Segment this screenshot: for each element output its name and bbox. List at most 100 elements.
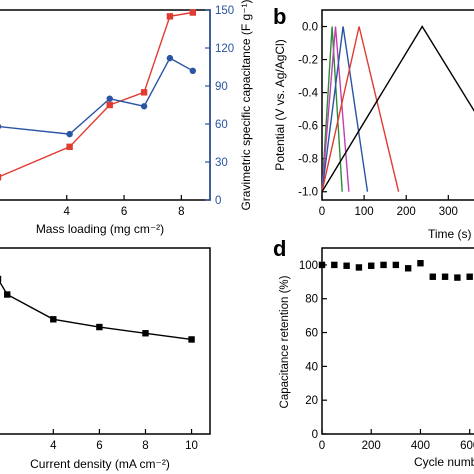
panel-c: 4 6 8 10 Current density (mA cm⁻²) — [0, 247, 211, 471]
b-xticks-label-1: 100 — [355, 206, 374, 218]
b-series-line-3 — [321, 26, 400, 192]
b-series-line-0 — [321, 26, 343, 192]
panel-a-series — [0, 9, 197, 181]
panel-b-y-ticks: -1.0 -0.8 -0.6 -0.4 -0.2 0.0 — [298, 22, 327, 199]
d-series-point-0-3 — [355, 264, 363, 271]
d-series-point-0-6 — [392, 261, 400, 269]
d-series-point-0-11 — [454, 274, 461, 281]
a-series-point-0-2 — [106, 101, 113, 109]
panel-b-y-axis-label: Potential (V vs. Ag/AgCl) — [273, 39, 287, 170]
c-series-point-0-3 — [96, 323, 103, 331]
a-y2ticks-label-5: 150 — [215, 5, 234, 17]
a-series-point-1-0 — [0, 124, 2, 130]
b-series-line-4 — [321, 25, 474, 193]
panel-d-label: d — [273, 236, 286, 261]
a-xticks-label-2: 8 — [178, 206, 184, 218]
b-xticks-label-3: 300 — [439, 206, 458, 218]
b-yticks-label-0: -1.0 — [298, 187, 318, 199]
panel-c-x-axis-label: Current density (mA cm⁻²) — [30, 457, 170, 471]
d-series-point-0-2 — [343, 262, 350, 269]
a-y2ticks-label-0: 0 — [215, 195, 221, 207]
a-y2ticks-label-1: 30 — [215, 157, 228, 169]
panel-a-y2-axis-label: Gravimetric specific capacitance (F g⁻¹) — [239, 0, 253, 211]
d-series-point-0-12 — [466, 273, 473, 280]
c-xticks-label-1: 6 — [96, 440, 102, 452]
d-xticks-label-1: 200 — [362, 440, 381, 452]
d-series-point-0-10 — [441, 273, 449, 280]
c-series-point-0-0 — [0, 275, 2, 283]
d-yticks-label-1: 20 — [305, 395, 318, 407]
panel-a-x-ticks: 4 6 8 — [64, 195, 185, 218]
a-series-point-0-5 — [189, 9, 197, 16]
b-yticks-label-5: 0.0 — [302, 22, 318, 34]
a-series-point-0-1 — [66, 143, 73, 150]
b-yticks-label-3: -0.4 — [298, 88, 318, 100]
a-series-point-1-4 — [166, 54, 174, 62]
d-xticks-label-2: 400 — [411, 440, 430, 452]
b-yticks-label-1: -0.8 — [298, 154, 318, 166]
d-xticks-label-3: 600 — [460, 440, 474, 452]
c-xticks-label-3: 10 — [185, 440, 198, 452]
c-xticks-label-0: 4 — [50, 440, 57, 452]
panel-b-plot-frame — [321, 9, 474, 201]
panel-b-series — [321, 25, 474, 193]
d-yticks-label-5: 100 — [299, 260, 318, 272]
d-series-point-0-8 — [417, 260, 424, 267]
panel-b: b 0 100 200 300 -1.0 -0.8 -0.6 -0.4 -0.2 0.0 Tim… — [273, 4, 474, 241]
panel-b-x-axis-label: Time (s) — [428, 227, 472, 241]
panel-c-series — [0, 275, 195, 343]
d-series-point-0-7 — [404, 265, 412, 272]
d-series-point-0-5 — [380, 261, 387, 269]
d-series-point-0-9 — [429, 273, 436, 280]
c-series-point-0-4 — [142, 330, 149, 337]
panel-b-x-ticks: 0 100 200 300 — [319, 195, 458, 218]
panel-b-label: b — [273, 4, 286, 29]
a-series-point-1-2 — [106, 95, 113, 102]
panel-d: d 0 200 400 600 0 20 40 60 80 100 Cycle numb Cap… — [273, 236, 474, 469]
a-series-point-1-5 — [189, 67, 197, 75]
d-yticks-label-0: 0 — [312, 429, 318, 441]
b-xticks-label-0: 0 — [319, 206, 325, 218]
c-series-point-0-5 — [188, 336, 195, 343]
a-y2ticks-label-3: 90 — [215, 81, 228, 93]
d-yticks-label-4: 80 — [305, 294, 318, 306]
a-series-point-0-0 — [0, 174, 2, 181]
d-yticks-label-3: 60 — [305, 328, 318, 340]
panel-d-x-ticks: 0 200 400 600 — [319, 429, 474, 452]
panel-d-x-axis-label: Cycle numb — [414, 455, 474, 469]
panel-d-plot-frame — [321, 247, 474, 435]
panel-a-y2-ticks: 0 30 60 90 120 150 — [205, 5, 234, 207]
b-xticks-label-2: 200 — [397, 206, 416, 218]
panel-c-plot-frame — [0, 247, 211, 435]
c-series-point-0-1 — [4, 291, 11, 298]
a-xticks-label-0: 4 — [64, 206, 71, 218]
panel-a-plot-frame — [0, 9, 211, 201]
a-xticks-label-1: 6 — [121, 206, 127, 218]
a-series-point-0-3 — [140, 89, 148, 96]
panel-d-y-axis-label: Capacitance retention (%) — [279, 275, 291, 408]
d-yticks-label-2: 40 — [305, 361, 318, 373]
a-series-point-1-3 — [140, 103, 148, 110]
a-series-point-0-4 — [166, 13, 174, 20]
a-y2ticks-label-4: 120 — [215, 43, 234, 55]
a-series-point-1-1 — [66, 130, 73, 138]
d-xticks-label-0: 0 — [319, 440, 325, 452]
panel-a-x-axis-label: Mass loading (mg cm⁻²) — [36, 222, 164, 236]
c-series-point-0-2 — [50, 316, 57, 323]
panel-c-x-ticks: 4 6 8 10 — [50, 429, 198, 452]
panel-a: 4 6 8 0 30 60 90 120 150 Mass loading (mg cm⁻²)… — [0, 0, 253, 236]
d-series-point-0-4 — [368, 262, 375, 269]
c-xticks-label-2: 8 — [142, 440, 148, 452]
b-series-line-1 — [321, 26, 350, 192]
d-series-point-0-1 — [331, 261, 338, 269]
d-series-point-0-0 — [318, 261, 326, 269]
a-series-line-0 — [0, 11, 193, 178]
a-series-line-1 — [0, 57, 194, 135]
c-series-line-0 — [0, 280, 192, 341]
a-y2ticks-label-2: 60 — [215, 119, 228, 131]
b-series-line-2 — [321, 26, 369, 192]
panel-d-series — [318, 260, 473, 281]
panel-d-y-ticks: 0 20 40 60 80 100 — [299, 260, 327, 441]
b-yticks-label-4: -0.2 — [298, 55, 318, 67]
